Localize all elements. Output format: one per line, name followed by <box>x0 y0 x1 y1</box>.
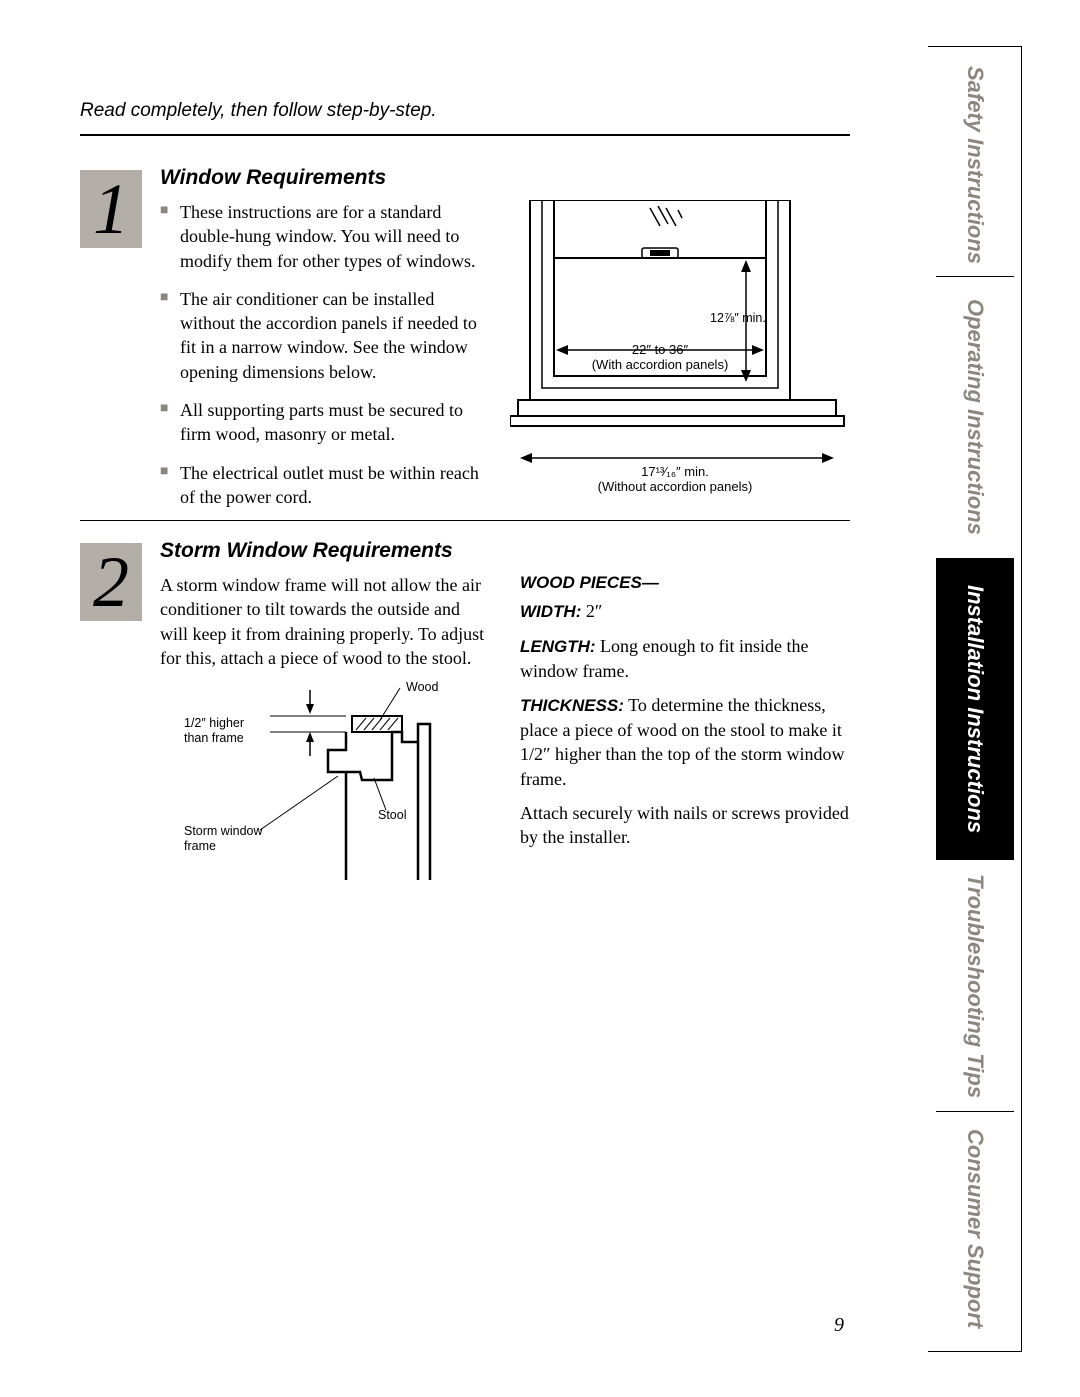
section-2-title: Storm Window Requirements <box>160 539 850 563</box>
thickness-label: THICKNESS: <box>520 696 624 715</box>
rule-top <box>80 134 850 136</box>
section-2: 2 Storm Window Requirements A storm wind… <box>80 539 850 880</box>
stool-label: Stool <box>378 808 407 823</box>
outer-width-label-1: 17¹³⁄₁₆″ min. <box>510 464 840 479</box>
height-label: 12⅞″ min. <box>710 311 786 326</box>
width-label: WIDTH: <box>520 602 581 621</box>
higher-label: 1/2″ higher than frame <box>184 716 264 746</box>
section-1-diagram-col: 12⅞″ min. 22″ to 36″ (With accordion pan… <box>510 200 850 580</box>
section-2-body: Storm Window Requirements A storm window… <box>160 539 850 880</box>
wood-pieces-heading: WOOD PIECES— <box>520 573 850 593</box>
tab-operating[interactable]: Operating Instructions <box>936 277 1014 559</box>
storm-diagram-wrap: Wood 1/2″ higher than frame Stool Storm … <box>160 680 490 880</box>
inner-width-label-1: 22″ to 36″ <box>510 342 810 357</box>
section-1-cols: These instructions are for a standard do… <box>160 200 850 580</box>
tab-safety[interactable]: Safety Instructions <box>936 54 1014 277</box>
step-number-2: 2 <box>80 543 142 621</box>
width-value: 2″ <box>581 601 602 621</box>
section-1-text-col: These instructions are for a standard do… <box>160 200 480 580</box>
storm-label: Storm window frame <box>184 824 274 854</box>
width-spec: WIDTH: 2″ <box>520 599 850 624</box>
tab-installation[interactable]: Installation Instructions <box>936 559 1014 860</box>
page-content: Read completely, then follow step-by-ste… <box>0 0 870 1397</box>
bullet: All supporting parts must be secured to … <box>160 398 480 447</box>
tab-troubleshooting[interactable]: Troubleshooting Tips <box>936 860 1014 1112</box>
bullet: The electrical outlet must be within rea… <box>160 461 480 510</box>
tab-consumer[interactable]: Consumer Support <box>936 1112 1014 1344</box>
wood-label: Wood <box>406 680 438 695</box>
section-2-para: A storm window frame will not allow the … <box>160 573 490 670</box>
section-1: 1 Window Requirements These instructions… <box>80 166 850 580</box>
thickness-spec: THICKNESS: To determine the thickness, p… <box>520 693 850 791</box>
step-number-1: 1 <box>80 170 142 248</box>
section-1-bullets: These instructions are for a standard do… <box>160 200 480 509</box>
section-1-title: Window Requirements <box>160 166 850 190</box>
section-2-left: A storm window frame will not allow the … <box>160 573 490 880</box>
bullet: The air conditioner can be installed wit… <box>160 287 480 384</box>
length-label: LENGTH: <box>520 637 596 656</box>
outer-width-label-2: (Without accordion panels) <box>510 479 840 494</box>
section-1-body: Window Requirements These instructions a… <box>160 166 850 580</box>
intro-text: Read completely, then follow step-by-ste… <box>80 100 850 122</box>
section-2-right: WOOD PIECES— WIDTH: 2″ LENGTH: Long enou… <box>520 573 850 880</box>
page-number: 9 <box>834 1314 844 1337</box>
attach-note: Attach securely with nails or screws pro… <box>520 801 850 850</box>
side-tabs: Safety Instructions Operating Instructio… <box>936 54 1014 1344</box>
inner-width-label-2: (With accordion panels) <box>510 357 810 372</box>
section-2-cols: A storm window frame will not allow the … <box>160 573 850 880</box>
length-spec: LENGTH: Long enough to fit inside the wi… <box>520 634 850 683</box>
bullet: These instructions are for a standard do… <box>160 200 480 273</box>
